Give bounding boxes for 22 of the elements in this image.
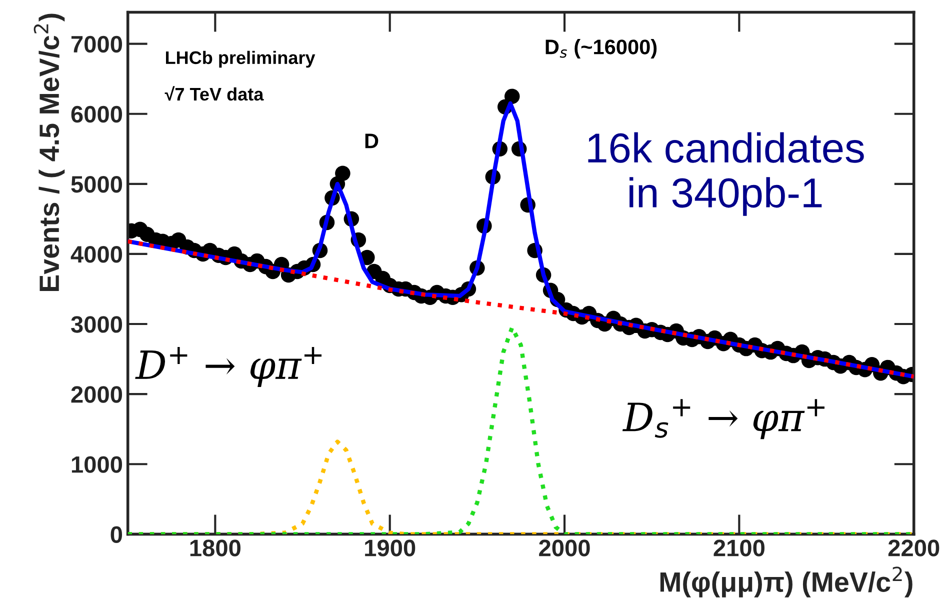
annotation: LHCb preliminary (166, 50, 316, 68)
x-tick-label: 2000 (539, 540, 590, 556)
annotation: D$_{s}$ (~16000) (546, 39, 657, 58)
y-tick-label: 3000 (71, 316, 122, 333)
x-tick-label: 2200 (888, 540, 940, 556)
y-axis-title: Events / ( 4.5 MeV/c$^{2}$) (34, 14, 65, 291)
annotation: D$_{s}$$^{+}$ → φπ$^{+}$ (622, 399, 824, 440)
annotation: 16k candidates in 340pb-1 (588, 132, 864, 216)
y-tick-label: 0 (110, 526, 122, 543)
y-tick-label: 4000 (70, 246, 122, 263)
y-tick-label: 7000 (71, 36, 122, 53)
y-tick-label: 5000 (71, 176, 122, 193)
annotation: √7 TeV data (164, 86, 264, 101)
x-tick-label: 1900 (365, 540, 416, 556)
x-tick-label: 1800 (190, 540, 240, 556)
y-tick-label: 2000 (71, 386, 122, 403)
y-tick-label: 1000 (72, 456, 122, 473)
y-tick-label: 6000 (71, 106, 122, 123)
annotation: D (365, 134, 378, 148)
x-axis-title: M(φ(μμ)π) (MeV/c$^{2}$) (660, 566, 912, 598)
annotation: D$^{+}$ → φπ$^{+}$ (135, 346, 322, 387)
x-tick-label: 2100 (714, 540, 764, 556)
